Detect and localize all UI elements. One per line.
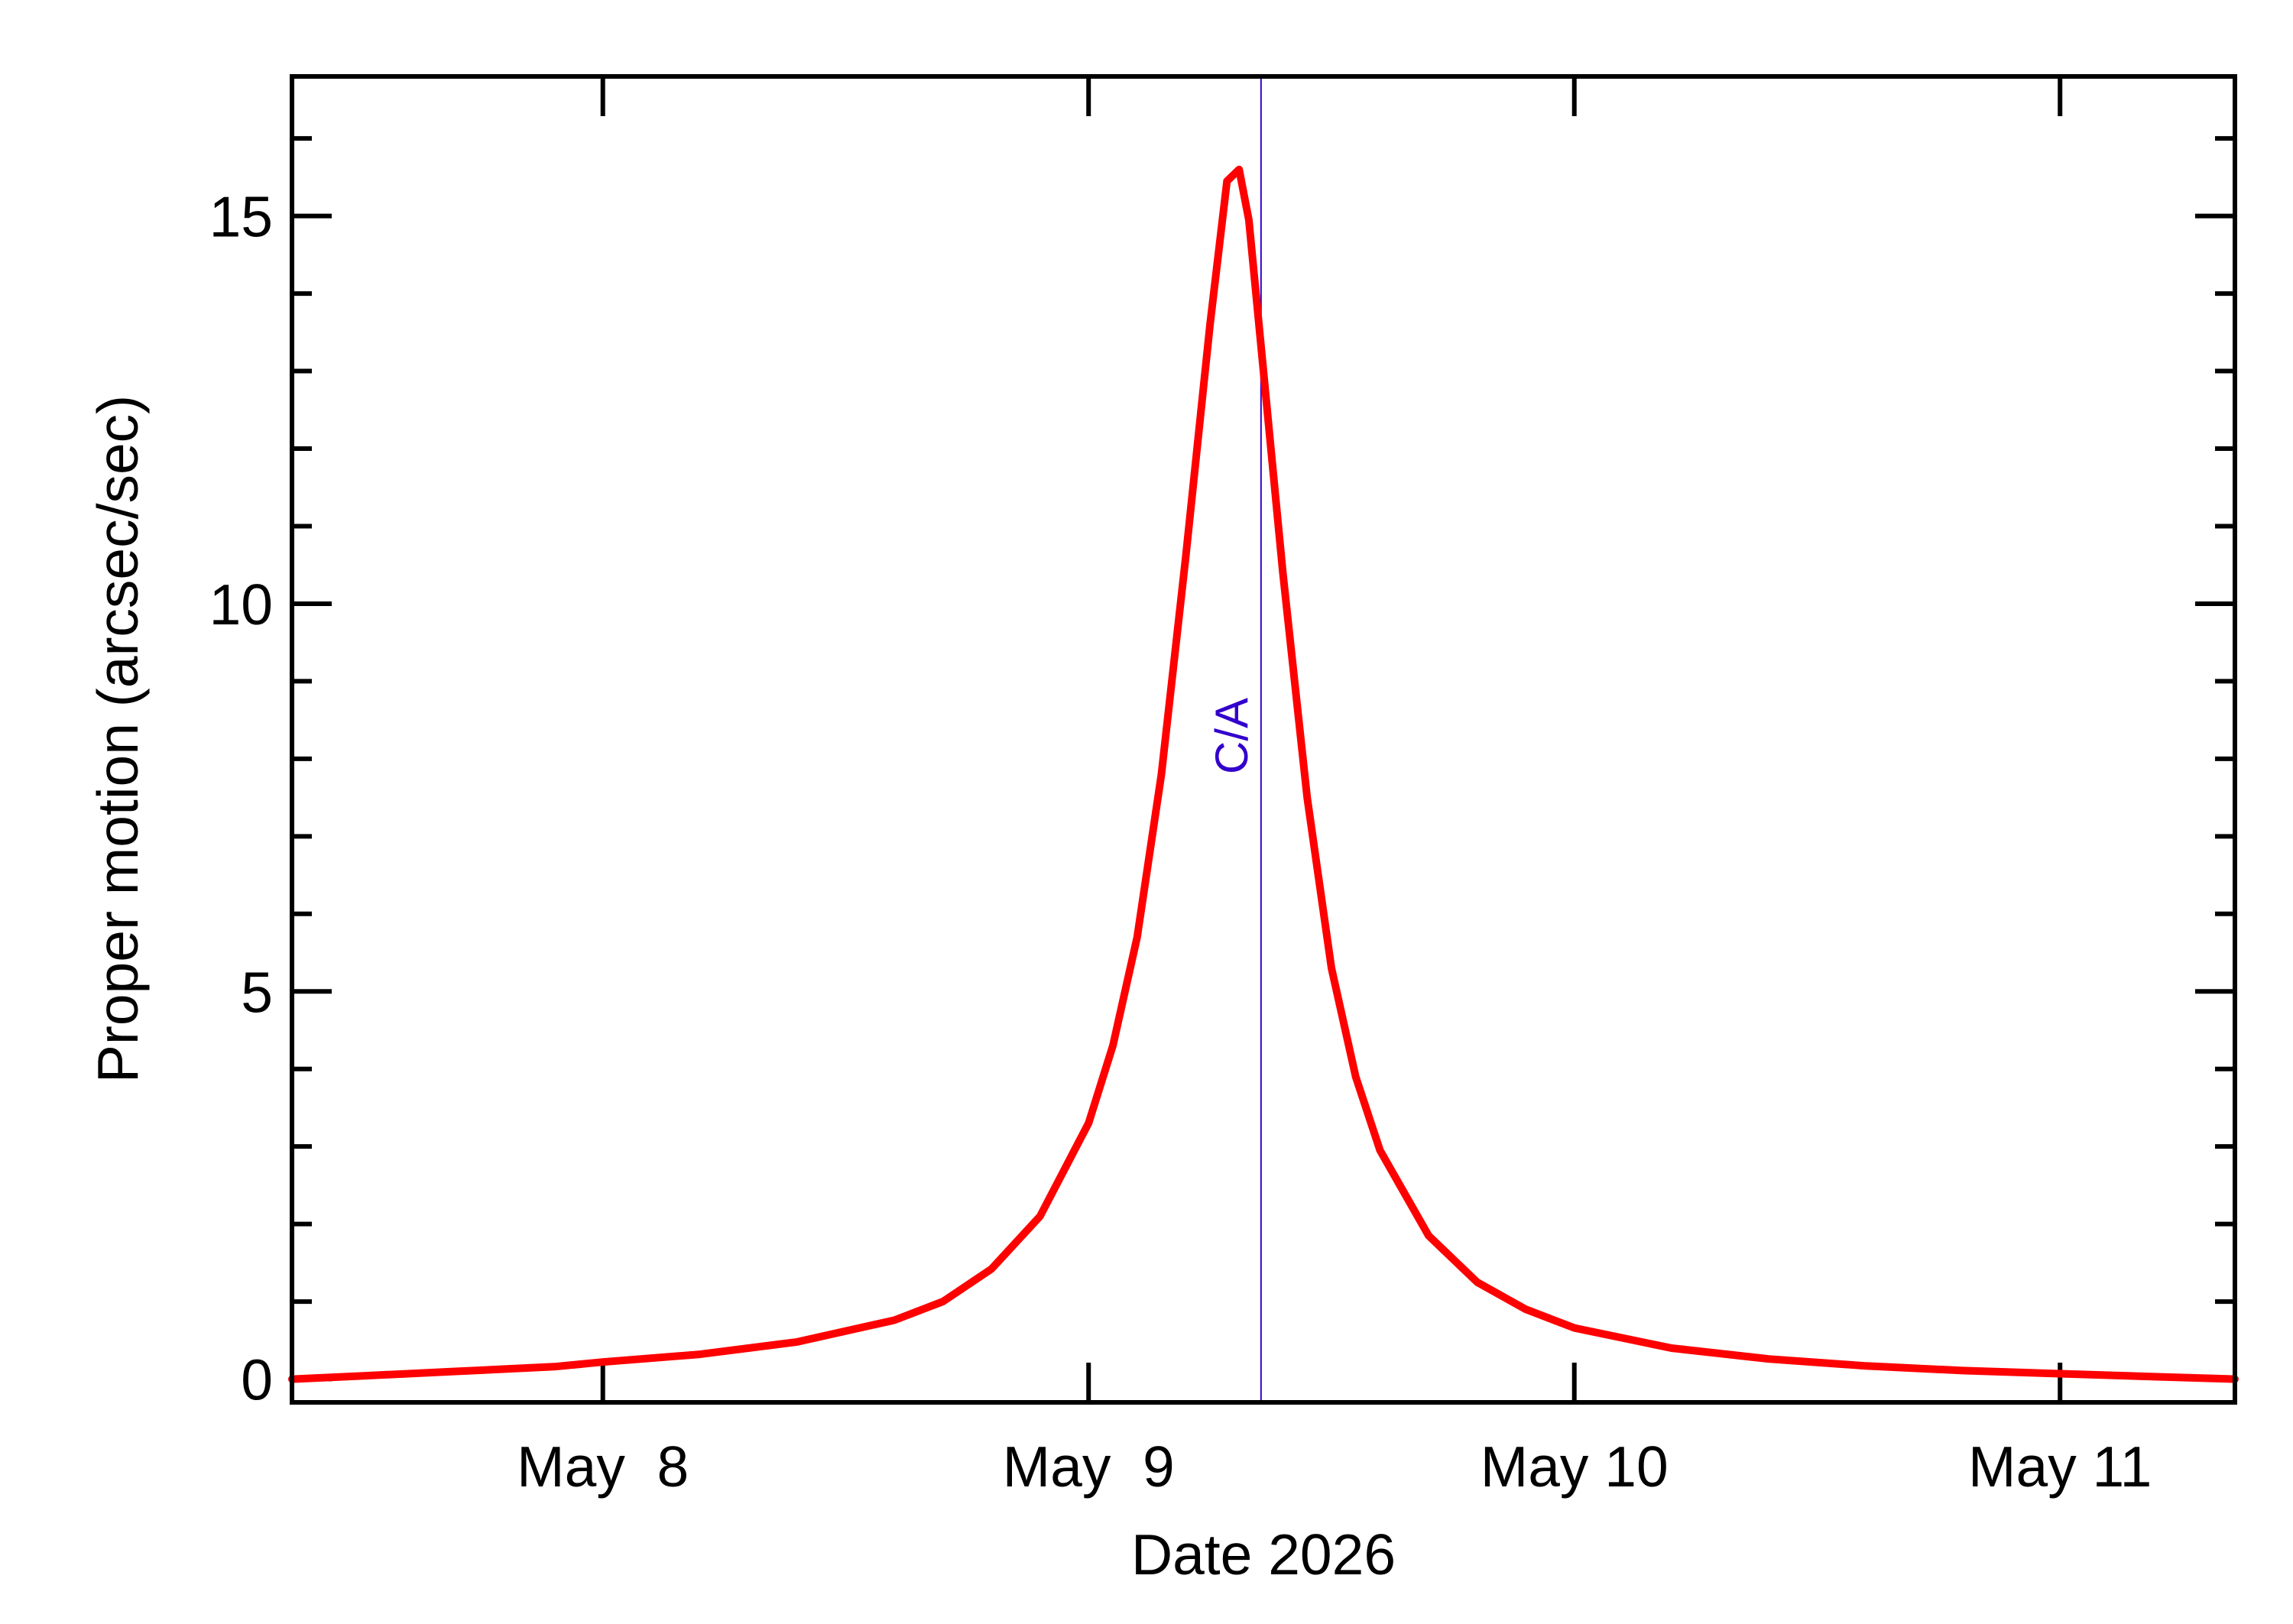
plot-frame	[290, 74, 2237, 1405]
plot-area	[292, 76, 2235, 1402]
y-tick-label: 0	[241, 1348, 273, 1412]
x-tick-label: May 10	[1481, 1434, 1669, 1499]
x-tick-label: May 8	[517, 1434, 689, 1499]
y-tick-label: 10	[209, 572, 273, 637]
tick-labels: May 8 May 9 May 10 May 11 0 5 10 15	[209, 185, 2152, 1499]
x-tick-label: May 9	[1003, 1434, 1175, 1499]
x-axis-label: Date 2026	[1131, 1522, 1396, 1587]
x-tick-label: May 11	[1968, 1434, 2152, 1499]
proper-motion-series-line	[288, 165, 2239, 1383]
y-tick-label: 5	[241, 960, 273, 1024]
closest-approach-label: C/A	[1206, 698, 1257, 774]
y-axis-label: Proper motion (arcsec/sec)	[86, 395, 150, 1083]
y-tick-label: 15	[209, 185, 273, 249]
axis-ticks	[292, 76, 2235, 1402]
